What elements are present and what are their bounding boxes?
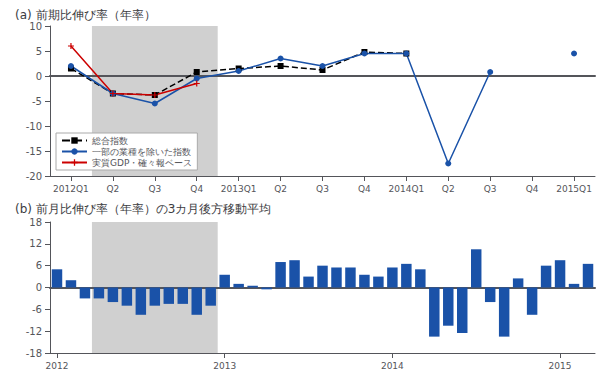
svg-text:2014Q1: 2014Q1 xyxy=(388,184,424,194)
svg-text:5: 5 xyxy=(36,46,42,57)
svg-text:-10: -10 xyxy=(26,121,42,132)
svg-text:-18: -18 xyxy=(26,348,42,359)
svg-text:Q3: Q3 xyxy=(484,184,497,194)
svg-text:-6: -6 xyxy=(32,304,42,315)
svg-text:-12: -12 xyxy=(26,326,42,337)
svg-text:2014: 2014 xyxy=(381,361,404,371)
svg-text:Q2: Q2 xyxy=(442,184,455,194)
svg-text:2015: 2015 xyxy=(549,361,572,371)
svg-text:0: 0 xyxy=(36,71,42,82)
svg-text:一部の業種を除いた指数: 一部の業種を除いた指数 xyxy=(92,147,191,157)
svg-text:-20: -20 xyxy=(26,171,42,182)
svg-text:2013: 2013 xyxy=(213,361,236,371)
svg-text:6: 6 xyxy=(36,260,42,271)
svg-text:2013Q1: 2013Q1 xyxy=(221,184,257,194)
svg-text:2015Q1: 2015Q1 xyxy=(556,184,592,194)
svg-text:2012Q1: 2012Q1 xyxy=(53,184,89,194)
svg-text:Q2: Q2 xyxy=(274,184,287,194)
svg-text:18: 18 xyxy=(29,217,42,228)
svg-text:Q3: Q3 xyxy=(148,184,161,194)
svg-text:12: 12 xyxy=(29,238,42,249)
svg-text:10: 10 xyxy=(29,21,42,32)
svg-text:Q4: Q4 xyxy=(526,184,539,194)
svg-text:実質GDP・確々報ベース: 実質GDP・確々報ベース xyxy=(92,158,192,168)
svg-text:Q4: Q4 xyxy=(190,184,203,194)
svg-text:(a) 前期比伸び率（年率）: (a) 前期比伸び率（年率） xyxy=(15,8,156,22)
svg-text:Q4: Q4 xyxy=(358,184,371,194)
svg-text:-15: -15 xyxy=(26,146,42,157)
svg-text:2012: 2012 xyxy=(46,361,69,371)
svg-text:Q3: Q3 xyxy=(316,184,329,194)
svg-text:(b) 前月比伸び率（年率）の3カ月後方移動平均: (b) 前月比伸び率（年率）の3カ月後方移動平均 xyxy=(15,202,271,216)
svg-text:-5: -5 xyxy=(32,96,42,107)
svg-text:総合指数: 総合指数 xyxy=(91,136,128,146)
svg-text:Q2: Q2 xyxy=(106,184,119,194)
svg-text:0: 0 xyxy=(36,282,42,293)
